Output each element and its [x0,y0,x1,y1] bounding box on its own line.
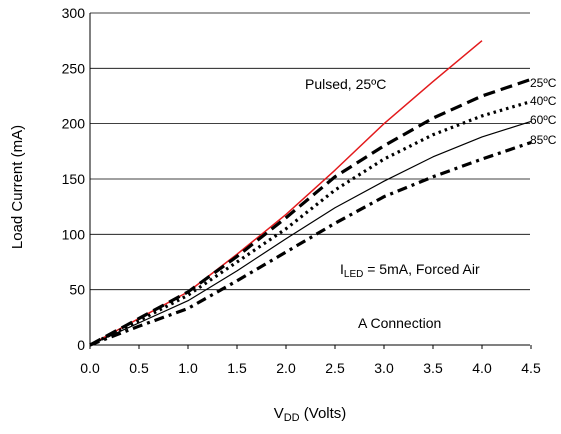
y-tick-label: 0 [77,337,85,353]
annotation-40c: 40ºC [530,94,557,108]
grid-lines [90,12,530,291]
x-tick-labels: 0.0 0.5 1.0 1.5 2.0 2.5 3.0 3.5 4.0 4.5 [80,345,541,376]
annotation-pulsed: Pulsed, 25ºC [305,76,386,92]
x-tick-label: 2.5 [325,360,345,376]
iled-sub: LED [344,269,363,280]
y-axis-label: Load Current (mA) [9,125,26,249]
annotation-25c: 25ºC [530,76,557,90]
x-tick-label: 1.5 [227,360,247,376]
y-tick-label: 100 [62,226,86,242]
series-line-5 [89,140,532,347]
annotation-connection: A Connection [358,315,441,331]
x-axis-label: VDD (Volts) [274,405,347,424]
y-tick-label: 300 [62,5,86,21]
x-tick-label: 1.0 [178,360,198,376]
series-line-1 [89,40,483,346]
y-tick-label: 150 [62,171,86,187]
series-line-2 [89,77,532,347]
x-tick-label: 0.0 [80,360,100,376]
x-tick-label: 2.0 [276,360,296,376]
x-tick-label: 0.5 [129,360,149,376]
annotation-85c: 85ºC [530,133,557,147]
x-axis-label-main: V [274,405,284,422]
iled-rest: = 5mA, Forced Air [363,261,480,277]
x-tick-label: 3.5 [423,360,443,376]
axes [89,13,530,346]
iled-main: I [340,261,344,277]
annotation-60c: 60ºC [530,113,557,127]
y-tick-label: 50 [69,282,85,298]
y-tick-label: 200 [62,116,86,132]
series-line-3 [89,99,532,347]
series-lines [89,40,532,347]
x-tick-label: 3.0 [374,360,394,376]
x-tick-label: 4.0 [472,360,492,376]
annotation-iled: ILED = 5mA, Forced Air [340,261,480,280]
x-tick-label: 4.5 [521,360,541,376]
x-axis-label-sub: DD [284,412,300,424]
x-axis-label-rest: (Volts) [300,405,347,422]
series-line-4 [89,120,532,346]
y-tick-labels: 0 50 100 150 200 250 300 [62,5,86,353]
y-tick-label: 250 [62,60,86,76]
